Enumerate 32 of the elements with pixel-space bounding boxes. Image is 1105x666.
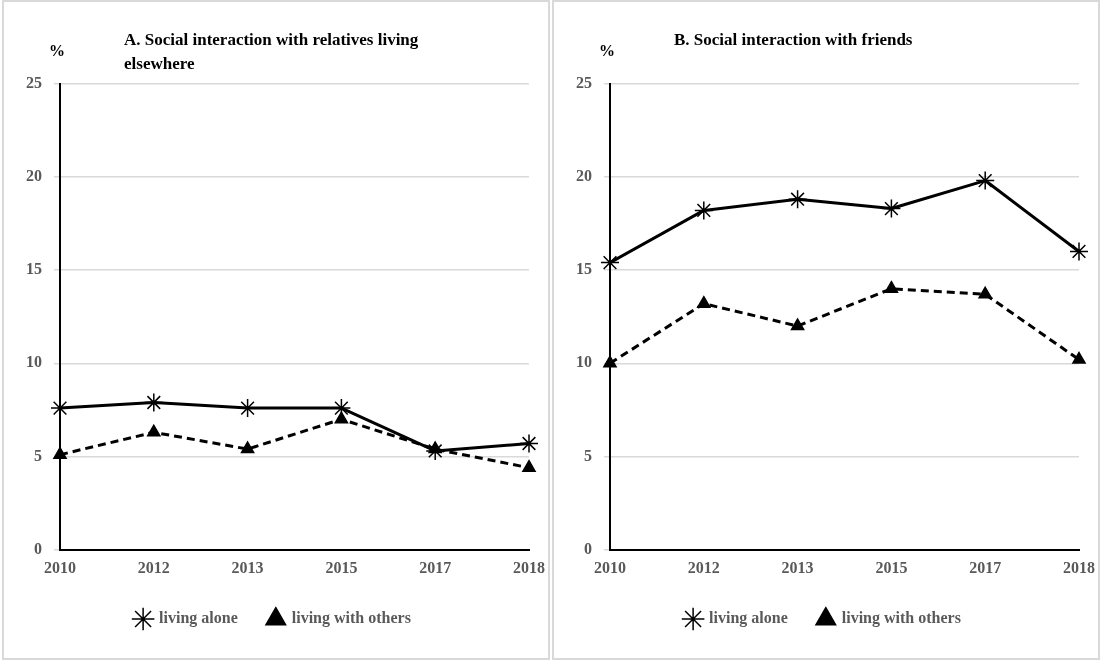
y-tick-label: 20 <box>576 166 592 184</box>
y-tick-label: 0 <box>584 539 592 557</box>
legend-label: living alone <box>709 609 788 628</box>
y-tick-label: 25 <box>576 73 592 91</box>
y-tick-label: 10 <box>26 353 42 371</box>
x-tick-label: 2012 <box>137 558 170 576</box>
x-tick-label: 2018 <box>513 558 545 576</box>
y-tick-label: 20 <box>26 166 42 184</box>
x-tick-label: 2010 <box>594 558 626 576</box>
x-tick-label: 2013 <box>231 558 264 576</box>
y-axis-title: % <box>599 42 615 60</box>
y-tick-label: 15 <box>576 260 592 278</box>
x-tick-label: 2017 <box>969 558 1002 576</box>
legend-label: living with others <box>841 609 961 628</box>
x-tick-label: 2015 <box>325 558 358 576</box>
chart-title: A. Social interaction with relatives living elsewhere <box>124 29 420 75</box>
y-axis-title: % <box>49 42 65 60</box>
legend-label: living alone <box>159 609 238 628</box>
y-tick-label: 5 <box>584 446 592 464</box>
legend-label: living with others <box>291 609 411 628</box>
x-tick-label: 2010 <box>44 558 76 576</box>
x-tick-label: 2013 <box>781 558 814 576</box>
y-tick-label: 25 <box>26 73 42 91</box>
x-tick-label: 2012 <box>687 558 720 576</box>
y-tick-label: 15 <box>26 260 42 278</box>
x-tick-label: 2015 <box>875 558 908 576</box>
y-tick-label: 0 <box>34 539 42 557</box>
x-tick-label: 2018 <box>1063 558 1095 576</box>
chart-title: B. Social interaction with friends <box>674 29 914 51</box>
y-tick-label: 10 <box>576 353 592 371</box>
x-tick-label: 2017 <box>419 558 452 576</box>
y-tick-label: 5 <box>34 446 42 464</box>
